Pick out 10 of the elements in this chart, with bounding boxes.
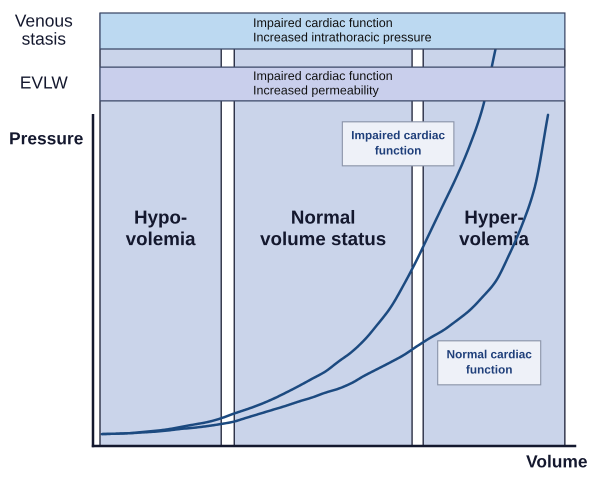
text: EVLW	[21, 76, 68, 88]
y-axis-title: Pressure	[10, 132, 83, 144]
series-label: Normal cardiac function	[447, 350, 532, 374]
text: Venous stasis	[14, 14, 72, 45]
annotation: Hypo- volemia	[126, 210, 196, 246]
x-axis-title: Volume	[526, 454, 587, 468]
annotation: Normal volume status	[260, 210, 386, 246]
annotation: Impaired cardiac function Increased permeability	[254, 71, 392, 98]
text: Impaired cardiac function Increased intrathoracic pressure	[254, 18, 432, 44]
series-label: Impaired cardiac function	[352, 130, 445, 155]
